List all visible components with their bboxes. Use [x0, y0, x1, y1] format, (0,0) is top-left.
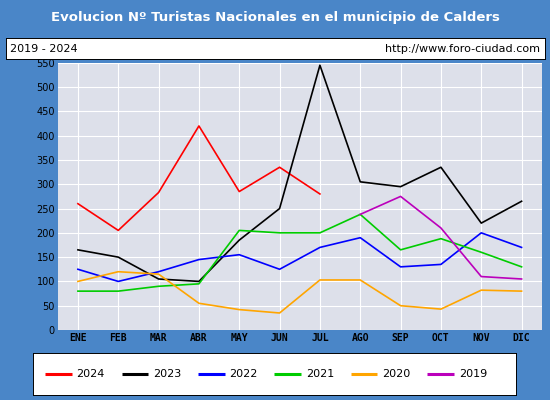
Text: 2020: 2020	[382, 369, 410, 379]
Text: 2023: 2023	[153, 369, 181, 379]
Text: 2019: 2019	[459, 369, 487, 379]
Text: Evolucion Nº Turistas Nacionales en el municipio de Calders: Evolucion Nº Turistas Nacionales en el m…	[51, 11, 499, 24]
Text: 2019 - 2024: 2019 - 2024	[10, 44, 78, 54]
Text: 2021: 2021	[306, 369, 334, 379]
Text: http://www.foro-ciudad.com: http://www.foro-ciudad.com	[385, 44, 540, 54]
Text: 2024: 2024	[76, 369, 105, 379]
Text: 2022: 2022	[229, 369, 258, 379]
